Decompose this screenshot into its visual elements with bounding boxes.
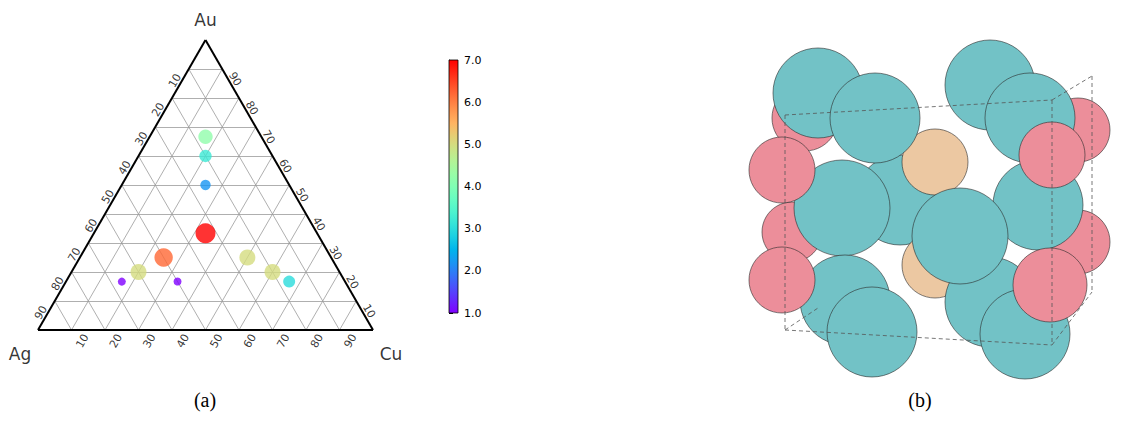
- svg-text:60: 60: [276, 157, 294, 176]
- svg-text:60: 60: [241, 332, 259, 351]
- svg-text:10: 10: [73, 332, 91, 351]
- svg-text:90: 90: [32, 303, 50, 322]
- svg-text:30: 30: [326, 244, 344, 263]
- svg-text:30: 30: [132, 129, 150, 148]
- svg-text:40: 40: [116, 158, 134, 177]
- svg-text:30: 30: [140, 332, 158, 351]
- svg-text:6.0: 6.0: [464, 96, 482, 109]
- svg-text:80: 80: [308, 332, 326, 351]
- svg-text:(a): (a): [194, 389, 216, 412]
- svg-text:90: 90: [226, 70, 244, 89]
- svg-text:1.0: 1.0: [464, 307, 482, 320]
- svg-text:50: 50: [207, 332, 225, 351]
- svg-text:60: 60: [82, 216, 100, 235]
- svg-text:Cu: Cu: [380, 344, 403, 364]
- svg-text:90: 90: [341, 332, 359, 351]
- svg-text:40: 40: [310, 215, 328, 234]
- svg-text:70: 70: [65, 245, 83, 264]
- svg-text:10: 10: [166, 71, 184, 90]
- svg-text:80: 80: [49, 274, 67, 293]
- svg-text:70: 70: [259, 128, 277, 147]
- svg-text:5.0: 5.0: [464, 138, 482, 151]
- svg-text:50: 50: [293, 186, 311, 205]
- svg-text:20: 20: [149, 100, 167, 119]
- svg-text:20: 20: [343, 273, 361, 292]
- svg-text:10: 10: [360, 302, 378, 321]
- svg-text:50: 50: [99, 187, 117, 206]
- svg-text:80: 80: [243, 99, 261, 118]
- svg-text:70: 70: [274, 332, 292, 351]
- svg-text:40: 40: [174, 332, 192, 351]
- svg-text:Au: Au: [194, 10, 216, 30]
- svg-text:4.0: 4.0: [464, 180, 482, 193]
- svg-text:(b): (b): [908, 389, 931, 412]
- svg-text:7.0: 7.0: [464, 54, 482, 67]
- svg-text:2.0: 2.0: [464, 264, 482, 277]
- svg-text:20: 20: [107, 332, 125, 351]
- svg-text:3.0: 3.0: [464, 222, 482, 235]
- svg-text:Ag: Ag: [9, 344, 31, 364]
